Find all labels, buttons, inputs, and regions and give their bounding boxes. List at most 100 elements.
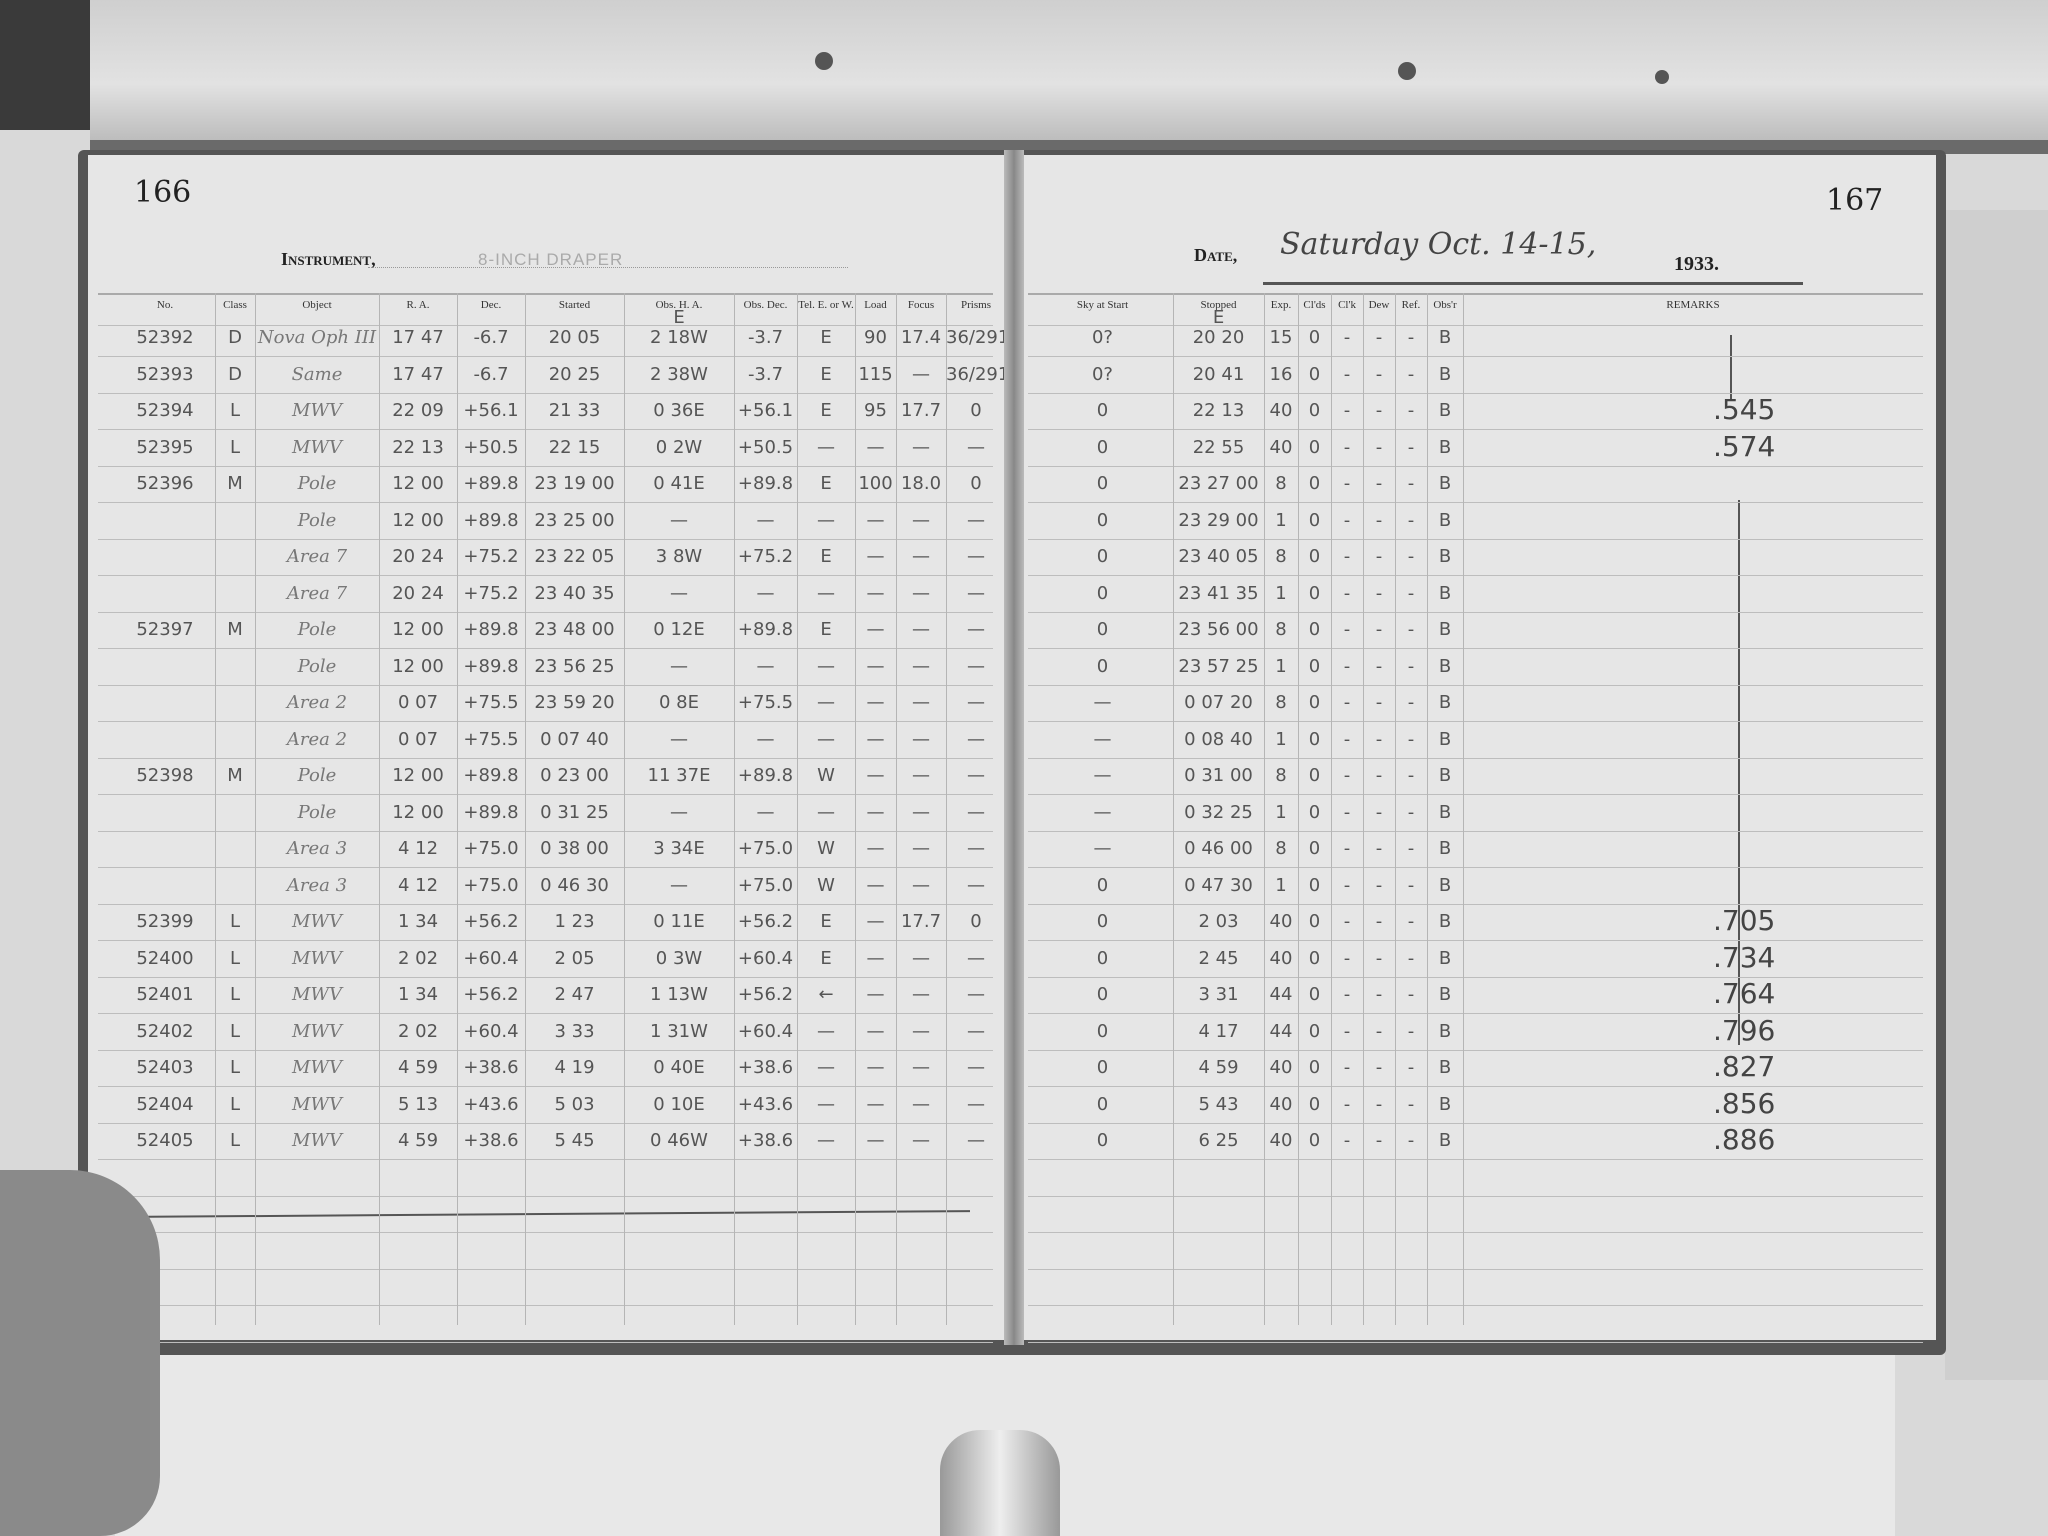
cell-object: Area 2 (286, 692, 348, 713)
cell-ra: 4 59 (397, 1057, 439, 1078)
cell-exp: 40 (1269, 1130, 1293, 1151)
cell-dew: - (1375, 911, 1383, 932)
cell-prisms: — (967, 509, 985, 531)
cell-dec: -6.7 (473, 363, 509, 385)
cell-exp: 40 (1269, 1093, 1293, 1115)
cell-focus: — (912, 1093, 930, 1115)
cell-class: L (229, 1130, 241, 1151)
left-page: 166 Instrument, 8-INCH DRAPER No. Class Ob… (88, 155, 1009, 1343)
cell-dec: +75.2 (463, 582, 519, 604)
instrument-value: 8-INCH DRAPER (478, 250, 624, 269)
cell-clouds: 0 (1308, 1130, 1321, 1151)
cell-clouds: 0 (1308, 1093, 1321, 1115)
cell-dec: +75.5 (463, 728, 519, 750)
cell-tel: — (817, 728, 835, 750)
cell-obs-ha: 3 8W (655, 546, 703, 567)
ruled-line (98, 1086, 993, 1087)
nail-head (815, 52, 833, 70)
ruled-line (98, 1013, 993, 1014)
cell-focus: — (912, 619, 930, 640)
cell-obs-dec: -3.7 (747, 327, 784, 348)
cell-ref: - (1407, 655, 1415, 677)
cell-clock: - (1343, 911, 1351, 932)
cell-ref: - (1407, 838, 1415, 859)
cell-exp: 40 (1269, 436, 1293, 458)
ruled-line (98, 1305, 993, 1306)
cell-stopped: 2 45 (1198, 947, 1239, 969)
cell-obs-dec: +38.6 (737, 1130, 794, 1151)
cell-clock: - (1343, 509, 1351, 531)
cell-stopped: 0 08 40 (1184, 728, 1253, 750)
cell-tel: — (817, 436, 835, 458)
cell-class: L (229, 1020, 241, 1042)
cell-focus: — (912, 655, 930, 677)
cell-clouds: 0 (1308, 363, 1321, 385)
ruled-line (98, 575, 993, 576)
ruled-line (1028, 502, 1923, 503)
cell-no: 52405 (136, 1130, 194, 1151)
cell-ref: - (1407, 874, 1415, 896)
cell-class: L (229, 984, 241, 1005)
cell-prisms: — (967, 1057, 985, 1078)
cell-started: 0 31 25 (540, 801, 609, 823)
cell-obs-dec: — (756, 655, 775, 677)
cell-clock: - (1343, 655, 1351, 677)
cell-load: — (866, 619, 885, 640)
cell-observer: B (1438, 619, 1452, 640)
cell-clock: - (1343, 327, 1351, 348)
cell-stopped: 22 13 (1192, 400, 1245, 421)
cell-obs-ha: 0 46W (650, 1130, 708, 1151)
ruled-line (98, 1049, 993, 1051)
cell-clouds: 0 (1308, 655, 1321, 677)
cell-dec: +38.6 (463, 1057, 519, 1078)
cell-load: — (866, 838, 885, 859)
cell-class: L (229, 911, 241, 932)
cell-tel: — (817, 1020, 835, 1042)
cell-exp: 1 (1275, 874, 1287, 896)
cell-exp: 40 (1269, 911, 1293, 932)
cell-dec: +89.8 (463, 801, 519, 823)
cell-started: 2 05 (554, 947, 595, 969)
cell-dew: - (1375, 728, 1383, 750)
cell-tel: — (817, 801, 835, 823)
cell-prisms: — (967, 619, 985, 640)
cell-prisms: — (967, 765, 985, 786)
cell-observer: B (1438, 436, 1452, 458)
cell-observer: B (1438, 1130, 1452, 1151)
ruled-line (1028, 1013, 1923, 1014)
cell-obs-dec: +75.0 (737, 874, 794, 896)
cell-ref: - (1407, 400, 1415, 421)
cell-object: MWV (292, 984, 342, 1005)
cell-tel: E (820, 400, 832, 421)
cell-dec: +60.4 (463, 947, 519, 969)
cell-obs-dec: +43.6 (737, 1093, 794, 1115)
ruled-line (1028, 1305, 1923, 1306)
cell-dew: - (1375, 765, 1383, 786)
instrument-dotted-line (368, 267, 848, 269)
cell-clouds: 0 (1308, 327, 1321, 348)
cell-clock: - (1343, 400, 1351, 421)
cell-ref: - (1407, 327, 1415, 348)
cell-sky: 0 (1096, 874, 1109, 896)
cell-started: 0 23 00 (540, 765, 609, 786)
cell-observer: B (1438, 838, 1452, 859)
cell-focus: 17.4 (900, 327, 942, 348)
cell-clock: - (1343, 546, 1351, 567)
cell-stopped: 4 59 (1198, 1057, 1239, 1078)
cell-obs-dec: +75.5 (737, 692, 794, 713)
remark-value: .856 (1713, 1086, 1776, 1120)
cell-tel: E (820, 473, 832, 494)
cell-prisms: — (967, 947, 985, 969)
cell-obs-ha: — (670, 728, 688, 750)
cell-dew: - (1375, 546, 1383, 567)
cell-obs-ha: — (670, 582, 688, 604)
cell-observer: B (1438, 874, 1452, 896)
cell-obs-ha: 2 38W (650, 363, 708, 385)
cell-tel: — (817, 509, 835, 531)
cell-started: 23 19 00 (534, 473, 615, 494)
cell-started: 5 03 (554, 1093, 595, 1115)
date-underline (1263, 282, 1803, 285)
cell-dew: - (1375, 1093, 1383, 1115)
ruled-line (1028, 1086, 1923, 1087)
cell-started: 0 46 30 (540, 874, 609, 896)
